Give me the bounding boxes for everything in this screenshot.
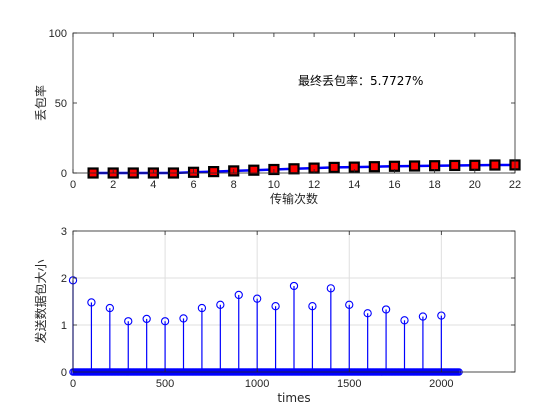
y-axis-label: 发送数据包大小 bbox=[33, 259, 48, 343]
packet-size-axes: 0 500 1000 1500 2000 0 1 2 3 times 发送数据包大小 bbox=[33, 226, 516, 405]
stem-marker bbox=[234, 290, 243, 300]
x-tick-label: 1500 bbox=[337, 378, 361, 390]
stem-marker bbox=[197, 303, 207, 313]
data-point bbox=[408, 160, 421, 172]
stem-marker bbox=[216, 300, 225, 309]
x-tick-label: 2000 bbox=[429, 378, 453, 390]
x-tick-label: 6 bbox=[190, 179, 196, 191]
final-loss-annotation: 最终丢包率：5.7727% bbox=[298, 73, 423, 88]
stem-marker bbox=[437, 311, 446, 320]
x-axis-label: 传输次数 bbox=[270, 191, 318, 206]
x-tick-label: 10 bbox=[268, 179, 280, 191]
x-tick-label: 16 bbox=[388, 179, 400, 191]
x-axis-label: times bbox=[277, 391, 310, 405]
data-point bbox=[288, 163, 300, 175]
y-tick-label: 3 bbox=[61, 226, 67, 238]
y-tick-label: 50 bbox=[55, 98, 67, 110]
data-point bbox=[208, 166, 220, 178]
stem-marker bbox=[142, 314, 151, 324]
stem-marker bbox=[160, 317, 170, 326]
y-tick-label: 0 bbox=[61, 367, 67, 379]
x-tick-label: 2 bbox=[110, 179, 116, 191]
stem-marker bbox=[87, 298, 96, 307]
stem-marker bbox=[271, 302, 280, 311]
x-tick-label: 500 bbox=[156, 378, 174, 390]
data-point bbox=[328, 161, 340, 173]
x-tick-label: 1000 bbox=[245, 378, 269, 390]
data-point bbox=[368, 161, 380, 173]
data-point bbox=[248, 164, 260, 176]
x-tick-label: 18 bbox=[429, 179, 441, 191]
y-tick-label: 0 bbox=[61, 168, 67, 180]
loss-rate-axes: 0 2 4 6 8 10 12 14 16 18 20 22 0 50 100 传输次数 丢包率 最终丢包率：5.… bbox=[33, 28, 521, 206]
x-tick-label: 8 bbox=[231, 179, 237, 191]
y-tick-label: 1 bbox=[61, 320, 67, 332]
stem-marker bbox=[105, 303, 114, 313]
stem-marker bbox=[400, 316, 409, 325]
stem-marker bbox=[363, 309, 372, 318]
x-tick-label: 14 bbox=[348, 179, 360, 191]
x-tick-label: 12 bbox=[308, 179, 320, 191]
data-point bbox=[449, 159, 461, 172]
x-tick-label: 22 bbox=[509, 179, 521, 191]
x-tick-label: 0 bbox=[70, 378, 76, 390]
stem-marker bbox=[345, 300, 354, 309]
x-tick-label: 4 bbox=[150, 179, 156, 191]
data-point bbox=[469, 159, 481, 171]
stem-marker bbox=[308, 302, 317, 311]
data-point bbox=[489, 159, 501, 171]
x-tick-label: 20 bbox=[469, 179, 481, 191]
y-axis-label: 丢包率 bbox=[33, 85, 48, 121]
stem-marker bbox=[124, 317, 133, 326]
axes-box bbox=[72, 230, 516, 373]
stem-marker bbox=[418, 312, 428, 321]
y-tick-label: 100 bbox=[49, 28, 67, 40]
x-tick-label: 0 bbox=[70, 179, 76, 191]
stem-marker bbox=[253, 294, 262, 303]
stem-marker bbox=[179, 314, 188, 323]
stem-marker bbox=[289, 281, 299, 291]
stem-marker bbox=[326, 284, 335, 293]
plot-area bbox=[73, 33, 515, 173]
data-point bbox=[429, 160, 441, 172]
stem-marker bbox=[381, 305, 391, 314]
y-tick-label: 2 bbox=[61, 273, 67, 285]
